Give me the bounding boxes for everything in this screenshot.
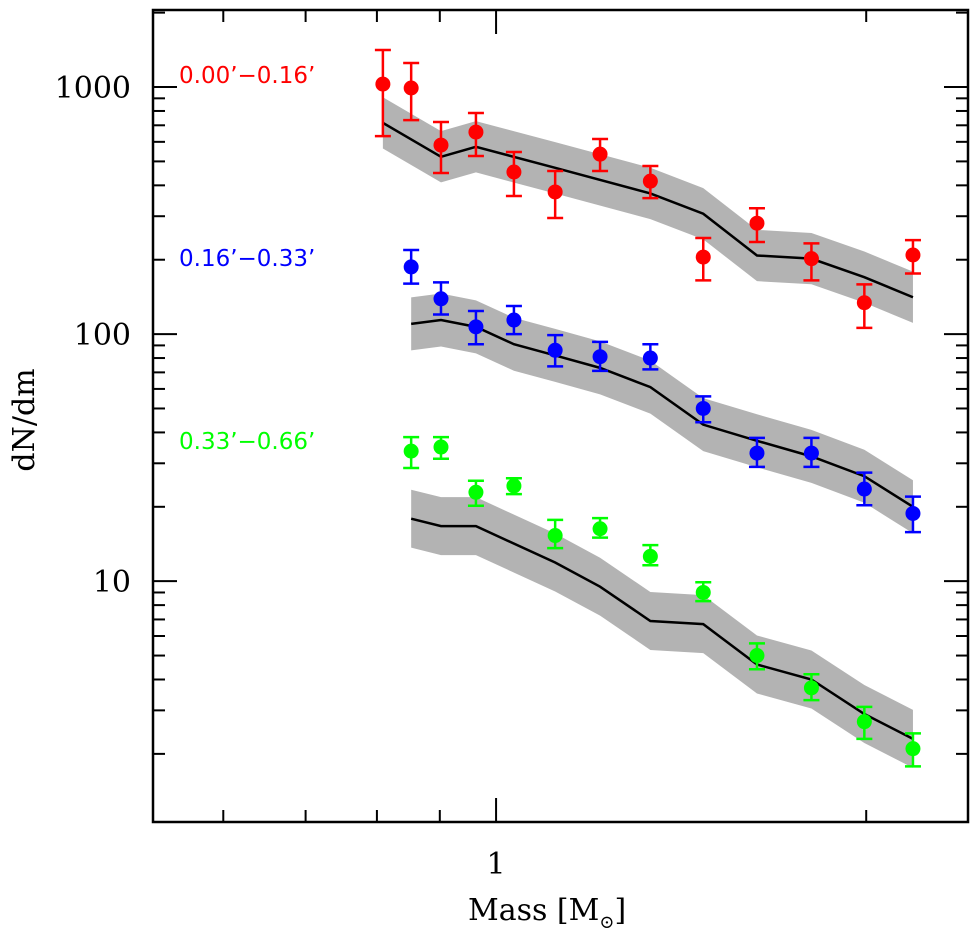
x-axis-title: Mass [M⊙]: [468, 893, 626, 933]
data-point: [432, 435, 449, 460]
marker: [506, 478, 522, 494]
marker: [749, 445, 765, 461]
data-point: [856, 471, 873, 507]
marker: [506, 164, 522, 180]
model-band-1: [411, 293, 913, 534]
data-point: [904, 238, 921, 275]
marker: [905, 505, 921, 521]
axes: 10 100 1000 1: [55, 8, 970, 882]
data-point: [904, 495, 921, 534]
marker: [856, 481, 872, 497]
marker: [592, 349, 608, 365]
data-point: [432, 120, 449, 175]
model-line-2: [410, 517, 914, 740]
data-point: [467, 111, 484, 158]
data-point: [592, 137, 609, 173]
plot-frame: [151, 8, 970, 824]
marker: [905, 741, 921, 757]
marker: [695, 400, 711, 416]
marker: [403, 443, 419, 459]
marker: [547, 342, 563, 358]
series-label-0: 0.00’−0.16’: [179, 63, 315, 89]
marker: [803, 445, 819, 461]
data-point: [592, 516, 609, 539]
marker: [468, 484, 484, 500]
marker: [642, 548, 658, 564]
marker: [433, 439, 449, 455]
data-point: [695, 236, 712, 282]
data-point: [467, 309, 484, 346]
x-axis-title-sub: ⊙: [599, 912, 614, 933]
data-point: [432, 281, 449, 316]
data-point: [856, 283, 873, 330]
data-point: [467, 479, 484, 507]
data-point: [642, 543, 659, 567]
marker: [695, 249, 711, 265]
marker: [856, 295, 872, 311]
marker: [468, 124, 484, 140]
data-point: [505, 304, 522, 336]
marker: [592, 146, 608, 162]
data-point: [803, 242, 820, 282]
model-band-0: [382, 97, 913, 323]
marker: [803, 251, 819, 267]
marker: [506, 312, 522, 328]
x-axis-title-close: ]: [614, 893, 626, 928]
marker: [468, 319, 484, 335]
model-band-2: [411, 489, 913, 768]
data-point: [642, 342, 659, 371]
marker: [749, 648, 765, 664]
data-point: [695, 395, 712, 424]
marker: [433, 137, 449, 153]
data-point: [374, 48, 391, 138]
marker: [642, 350, 658, 366]
data-point: [403, 61, 420, 122]
model-line-0: [382, 121, 914, 299]
model-bands: [382, 97, 913, 768]
x-axis-title-main: Mass [M: [468, 893, 599, 928]
marker: [375, 76, 391, 92]
data-point: [547, 169, 564, 220]
data-point: [547, 518, 564, 550]
data-point: [505, 150, 522, 198]
series-label-2: 0.33’−0.66’: [179, 429, 315, 455]
data-point: [748, 436, 765, 469]
marker: [433, 291, 449, 307]
data-point: [642, 164, 659, 200]
marker: [642, 173, 658, 189]
marker: [592, 521, 608, 537]
series-label-1: 0.16’−0.33’: [179, 246, 315, 272]
marker: [905, 247, 921, 263]
marker: [856, 714, 872, 730]
data-point: [856, 705, 873, 741]
marker: [803, 680, 819, 696]
marker: [403, 80, 419, 96]
marker: [749, 215, 765, 231]
data-point: [904, 732, 921, 768]
data-point: [748, 642, 765, 671]
y-axis-title: dN/dm: [7, 368, 42, 471]
data-point: [695, 581, 712, 603]
marker: [403, 259, 419, 275]
data-point: [403, 248, 420, 285]
y-tick-label: 1000: [55, 71, 131, 106]
marker: [695, 584, 711, 600]
data-point: [505, 476, 522, 496]
data-point: [403, 435, 420, 470]
data-points: [374, 48, 921, 768]
x-tick-label: 1: [487, 847, 506, 882]
marker: [547, 528, 563, 544]
data-point: [547, 333, 564, 368]
y-tick-label: 100: [74, 318, 131, 353]
data-point: [592, 340, 609, 373]
data-point: [803, 436, 820, 469]
y-tick-label: 10: [93, 565, 131, 600]
data-point: [748, 207, 765, 244]
marker: [547, 184, 563, 200]
data-point: [803, 673, 820, 702]
